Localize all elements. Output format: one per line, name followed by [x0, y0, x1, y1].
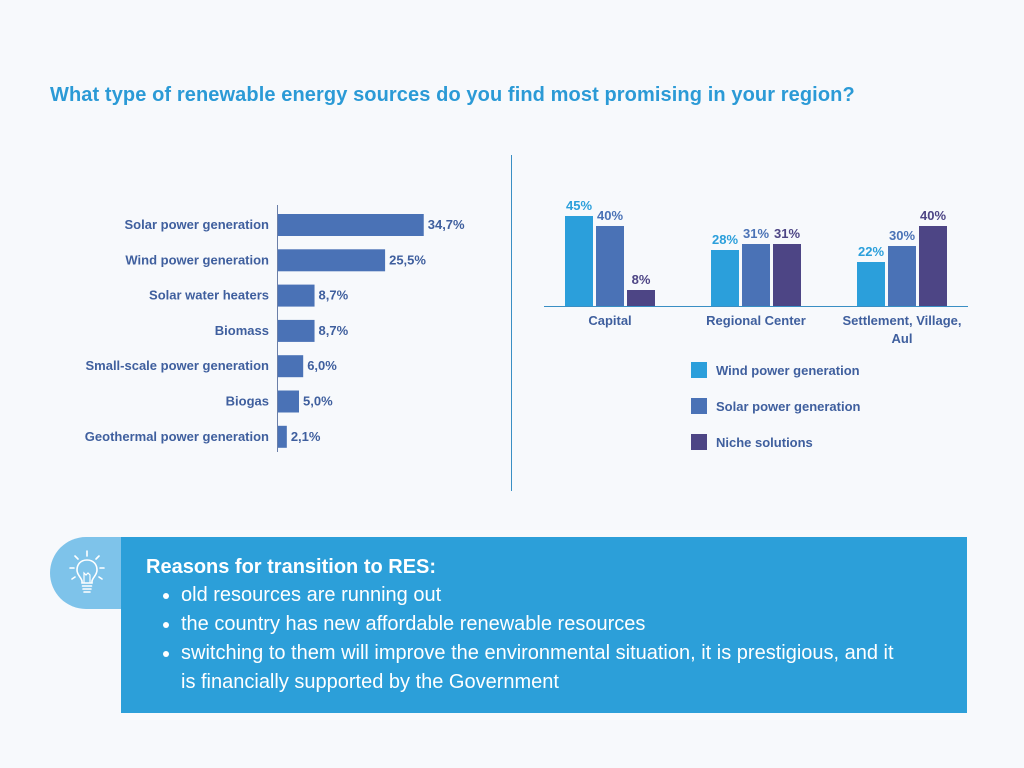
data-label: 31%	[774, 226, 800, 241]
grouped-bar-chart: 45% 40% 8% Capital 28% 31% 31% Regional Center 2…	[544, 198, 968, 450]
bar-niche	[919, 226, 947, 306]
bar	[278, 214, 424, 236]
category-label: Biogas	[226, 394, 269, 409]
bar-wind	[711, 250, 739, 306]
reason-item: switching to them will improve the envir…	[181, 639, 901, 697]
reasons-list: old resources are running out the countr…	[160, 581, 901, 697]
data-label: 8%	[632, 272, 651, 287]
bar-niche	[773, 244, 801, 306]
data-label: 25,5%	[389, 252, 426, 267]
legend-swatch-niche	[691, 434, 707, 450]
bar-solar	[596, 226, 624, 306]
data-label: 45%	[566, 198, 592, 213]
bar-solar	[888, 246, 916, 306]
bar-wind	[565, 216, 593, 306]
data-label: 22%	[858, 244, 884, 259]
reason-item: old resources are running out	[181, 581, 901, 610]
category-label: Biomass	[215, 323, 269, 338]
data-label: 5,0%	[303, 394, 333, 409]
data-label: 40%	[920, 208, 946, 223]
bar-niche	[627, 290, 655, 306]
legend-label: Wind power generation	[716, 363, 860, 378]
legend-label: Niche solutions	[716, 435, 813, 450]
bar	[278, 284, 315, 307]
bar-wind	[857, 262, 885, 306]
category-label: Wind power generation	[125, 252, 269, 267]
category-label: Capital	[588, 313, 631, 328]
data-label: 8,7%	[319, 288, 349, 303]
data-label: 28%	[712, 232, 738, 247]
bar	[278, 425, 287, 448]
bar	[278, 249, 386, 272]
legend-swatch-wind	[691, 362, 707, 378]
reasons-title: Reasons for transition to RES:	[146, 556, 437, 578]
data-label: 31%	[743, 226, 769, 241]
bar	[278, 319, 315, 342]
divider	[511, 155, 512, 491]
category-label: Solar water heaters	[149, 288, 269, 303]
data-label: 6,0%	[307, 358, 337, 373]
data-label: 40%	[597, 208, 623, 223]
reason-item: the country has new affordable renewable…	[181, 610, 901, 639]
category-label: Regional Center	[706, 313, 806, 328]
data-label: 30%	[889, 228, 915, 243]
category-label: Settlement, Village, Aul	[843, 313, 962, 346]
horizontal-bar-chart: Solar power generation 34,7% Wind power ge…	[85, 205, 465, 452]
bar	[278, 390, 299, 413]
data-label: 34,7%	[428, 217, 465, 232]
reasons-panel: Reasons for transition to RES: old resou…	[121, 537, 967, 713]
data-label: 8,7%	[319, 323, 349, 338]
lightbulb-badge	[50, 537, 122, 609]
bar	[278, 355, 304, 378]
data-label: 2,1%	[291, 429, 321, 444]
page-title: What type of renewable energy sources do…	[50, 84, 855, 106]
bar-solar	[742, 244, 770, 306]
category-label: Geothermal power generation	[85, 429, 269, 444]
legend-label: Solar power generation	[716, 399, 861, 414]
category-label: Solar power generation	[125, 217, 270, 232]
category-label: Small-scale power generation	[85, 358, 269, 373]
lightbulb-icon	[69, 550, 105, 593]
legend-swatch-solar	[691, 398, 707, 414]
